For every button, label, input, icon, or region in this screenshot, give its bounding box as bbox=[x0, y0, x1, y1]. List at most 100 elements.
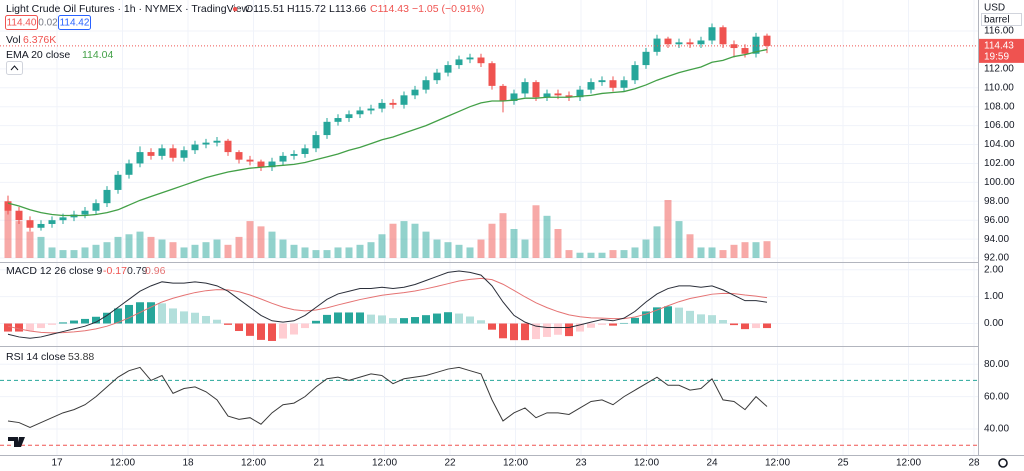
x-tick-label: 28 bbox=[968, 458, 980, 469]
histogram-bar bbox=[224, 323, 232, 325]
candle-body bbox=[675, 42, 683, 45]
ohlc-open: O115.51 bbox=[245, 3, 285, 15]
histogram-bar bbox=[257, 323, 265, 340]
candle-body bbox=[4, 201, 12, 211]
x-tick-label: 12:00 bbox=[896, 458, 921, 469]
histogram-bar bbox=[488, 323, 496, 330]
bid-button[interactable] bbox=[5, 15, 38, 30]
candle-body bbox=[642, 51, 650, 66]
candle-body bbox=[15, 210, 23, 221]
unit: barrel bbox=[984, 15, 1010, 26]
x-tick-label: 12:00 bbox=[634, 458, 659, 469]
histogram-bar bbox=[576, 323, 584, 332]
candle-body bbox=[444, 65, 452, 73]
candle-body bbox=[730, 44, 738, 49]
candle-body bbox=[609, 80, 617, 88]
settings-icon[interactable] bbox=[998, 458, 1008, 468]
macd-line bbox=[7, 270, 768, 339]
candle-body bbox=[125, 163, 133, 175]
ask-price: 114.42 bbox=[60, 18, 90, 29]
y-tick-label: 92.00 bbox=[984, 253, 1009, 264]
histogram-bar bbox=[466, 316, 474, 324]
volume-bar bbox=[279, 239, 287, 258]
volume-bar bbox=[752, 242, 760, 258]
tradingview-logo[interactable] bbox=[8, 437, 25, 447]
y-tick-label: 116.00 bbox=[984, 26, 1014, 37]
candle-body bbox=[334, 118, 342, 122]
histogram-bar bbox=[92, 316, 100, 324]
histogram-bar bbox=[686, 310, 694, 324]
x-tick-label: 12:00 bbox=[503, 458, 528, 469]
volume-bar bbox=[312, 250, 320, 258]
volume-bar bbox=[741, 242, 749, 258]
candle-body bbox=[455, 59, 463, 66]
x-tick-label: 18 bbox=[182, 458, 194, 469]
volume-bar bbox=[378, 234, 386, 258]
volume-bar bbox=[609, 250, 617, 258]
histogram-bar bbox=[620, 322, 628, 324]
ask-button[interactable] bbox=[58, 15, 91, 30]
macd-legend-macd: 0.79 bbox=[127, 265, 148, 277]
volume-bar bbox=[92, 244, 100, 258]
histogram-bar bbox=[521, 323, 529, 341]
histogram-bar bbox=[477, 320, 485, 324]
x-tick-label: 24 bbox=[706, 458, 718, 469]
histogram-bar bbox=[191, 312, 199, 324]
histogram-bar bbox=[235, 323, 243, 332]
volume-bar bbox=[763, 241, 771, 258]
collapse-icon bbox=[10, 65, 19, 71]
volume-bar bbox=[15, 221, 23, 258]
candle-body bbox=[708, 27, 716, 41]
volume-bar bbox=[466, 247, 474, 258]
chart-title: Light Crude Oil Futures · 1h · NYMEX · T… bbox=[6, 3, 250, 15]
histogram-bar bbox=[345, 312, 353, 324]
volume-bar bbox=[158, 239, 166, 258]
volume-bar bbox=[719, 250, 727, 258]
volume-bar bbox=[81, 247, 89, 258]
collapse-button[interactable] bbox=[6, 61, 23, 75]
candle-body bbox=[37, 223, 45, 228]
volume-bar bbox=[554, 229, 562, 258]
candle-body bbox=[466, 57, 474, 60]
histogram-bar bbox=[279, 323, 287, 339]
histogram-bar bbox=[631, 317, 639, 324]
volume-bar bbox=[37, 236, 45, 258]
volume-bar bbox=[70, 250, 78, 258]
unit-selector[interactable] bbox=[981, 13, 1022, 26]
y-tick-label: 1.00 bbox=[984, 291, 1004, 302]
y-tick-label: 100.00 bbox=[984, 177, 1015, 188]
candle-body bbox=[235, 152, 243, 160]
histogram-bar bbox=[510, 323, 518, 341]
candle-body bbox=[312, 135, 320, 149]
volume-bar bbox=[488, 223, 496, 258]
volume-bar bbox=[620, 250, 628, 258]
histogram-bar bbox=[169, 308, 177, 324]
volume-bar bbox=[411, 223, 419, 258]
candle-body bbox=[433, 72, 441, 81]
histogram-bar bbox=[675, 307, 683, 324]
candle-body bbox=[345, 114, 353, 119]
candle-body bbox=[81, 210, 89, 215]
volume-bar bbox=[400, 221, 408, 258]
histogram-bar bbox=[378, 315, 386, 324]
candle-body bbox=[213, 140, 221, 143]
volume-legend-value: 6.376K bbox=[23, 34, 56, 46]
candle-body bbox=[477, 57, 485, 64]
histogram-bar bbox=[708, 315, 716, 324]
volume-bar bbox=[257, 226, 265, 258]
candle-body bbox=[554, 93, 562, 96]
countdown-label: 19:59 bbox=[984, 52, 1009, 63]
candle-body bbox=[543, 93, 551, 98]
volume-bar bbox=[477, 239, 485, 258]
x-tick-label: 21 bbox=[313, 458, 325, 469]
volume-bar bbox=[598, 252, 606, 258]
volume-bar bbox=[631, 247, 639, 258]
volume-bar bbox=[455, 244, 463, 258]
x-tick-label: 12:00 bbox=[241, 458, 266, 469]
volume-bar bbox=[521, 239, 529, 258]
rsi-line bbox=[7, 366, 768, 428]
candle-body bbox=[26, 220, 34, 228]
volume-bar bbox=[224, 244, 232, 258]
y-tick-label: 102.00 bbox=[984, 158, 1015, 169]
volume-legend-name: Vol bbox=[6, 34, 21, 46]
